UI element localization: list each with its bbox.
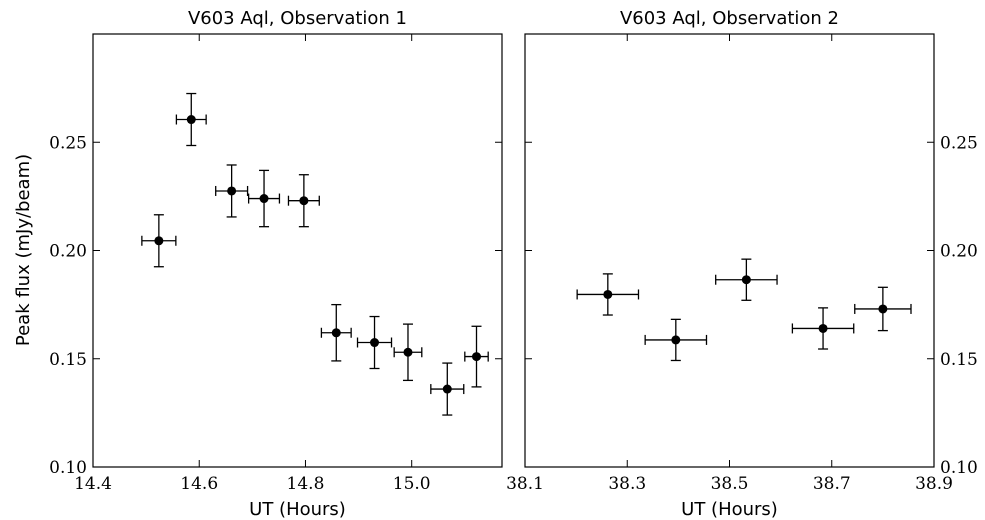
- y-tick-label: 0.20: [49, 242, 87, 262]
- data-marker: [878, 304, 888, 314]
- panel-title-2: V603 Aql, Observation 2: [620, 8, 839, 29]
- x-axis-label-1: UT (Hours): [249, 499, 346, 520]
- x-tick-label: 14.8: [287, 474, 325, 494]
- y-tick-label: 0.20: [940, 242, 978, 262]
- y-ticks-2: 0.10 0.15 0.20 0.25: [525, 133, 978, 478]
- data-marker: [227, 186, 237, 196]
- data-points-2: [576, 258, 912, 362]
- data-marker: [259, 194, 269, 204]
- y-tick-label: 0.15: [940, 350, 978, 370]
- data-marker: [603, 289, 613, 299]
- data-marker: [472, 352, 482, 362]
- data-marker: [186, 115, 196, 125]
- x-tick-label: 38.3: [608, 474, 646, 494]
- data-point: [644, 318, 708, 362]
- panel-observation-2: V603 Aql, Observation 2 UT (Hours) 38.1 3…: [506, 8, 978, 520]
- data-marker: [403, 347, 413, 357]
- panel-title-1: V603 Aql, Observation 1: [188, 8, 407, 29]
- data-points-1: [141, 92, 489, 416]
- data-point: [854, 286, 912, 332]
- data-point: [320, 303, 352, 362]
- y-tick-label: 0.10: [940, 458, 978, 478]
- data-point: [576, 273, 640, 316]
- y-ticks-1: 0.10 0.15 0.20 0.25: [49, 133, 502, 478]
- x-ticks-1: 14.4 14.6 14.8 15.0: [74, 34, 431, 494]
- plot-frame-2: [524, 33, 935, 468]
- data-marker: [442, 384, 452, 394]
- data-point: [715, 258, 778, 301]
- data-point: [287, 174, 320, 228]
- x-tick-label: 15.0: [393, 474, 431, 494]
- y-tick-label: 0.25: [940, 133, 978, 153]
- data-point: [247, 169, 281, 228]
- data-marker: [370, 338, 380, 348]
- y-tick-label: 0.15: [49, 350, 87, 370]
- y-tick-label: 0.10: [49, 458, 87, 478]
- data-point: [175, 92, 207, 147]
- x-ticks-2: 38.1 38.3 38.5 38.7 38.9: [506, 34, 953, 494]
- data-point: [464, 325, 489, 388]
- data-marker: [154, 236, 164, 246]
- x-tick-label: 38.5: [711, 474, 749, 494]
- x-tick-label: 14.4: [74, 474, 112, 494]
- y-axis-label: Peak flux (mJy/beam): [13, 154, 34, 346]
- x-tick-label: 38.1: [506, 474, 544, 494]
- plot-frame-1: [92, 33, 503, 468]
- data-marker: [299, 196, 309, 206]
- x-tick-label: 14.6: [180, 474, 218, 494]
- data-point: [430, 362, 465, 416]
- data-point: [791, 307, 855, 350]
- data-marker: [671, 335, 681, 345]
- data-marker: [331, 328, 341, 338]
- data-point: [141, 214, 177, 268]
- x-tick-label: 38.7: [813, 474, 851, 494]
- data-point: [356, 315, 393, 370]
- x-tick-label: 38.9: [915, 474, 953, 494]
- data-point: [393, 323, 423, 382]
- data-point: [215, 164, 249, 218]
- y-tick-label: 0.25: [49, 133, 87, 153]
- x-axis-label-2: UT (Hours): [681, 499, 778, 520]
- data-marker: [741, 275, 751, 285]
- panel-observation-1: V603 Aql, Observation 1 UT (Hours) Peak …: [13, 8, 503, 520]
- data-marker: [818, 323, 828, 333]
